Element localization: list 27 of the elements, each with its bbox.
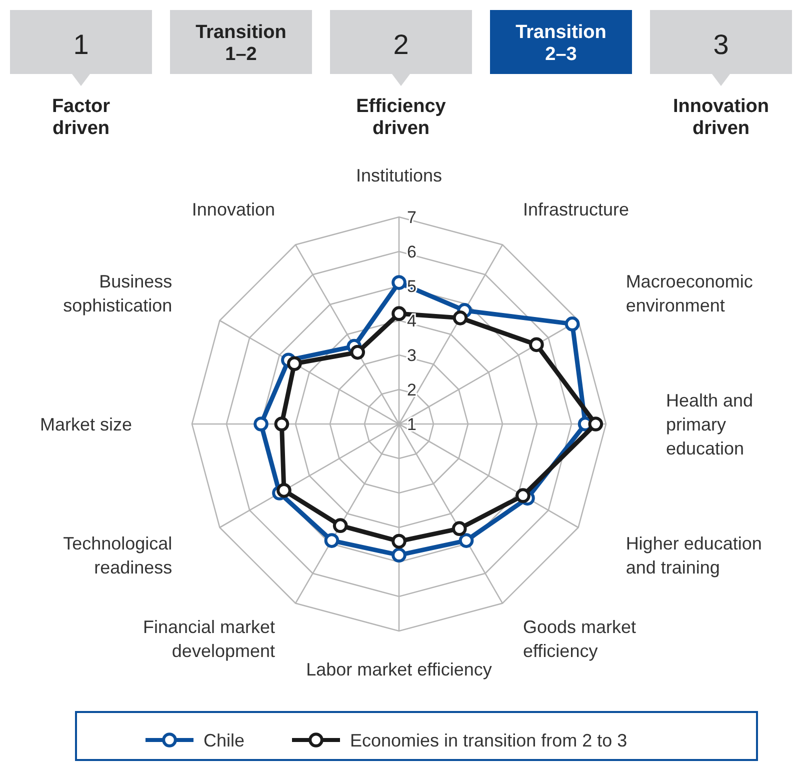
y-tick-label: 2: [407, 380, 416, 400]
spoke-label: Goods market efficiency: [523, 617, 636, 662]
spoke-label: Innovation: [192, 200, 275, 220]
text: Transition 2–3: [516, 22, 606, 65]
legend-label: Chile: [204, 730, 245, 750]
spoke-label: Infrastructure: [523, 200, 630, 220]
spoke-label: Business sophistication: [63, 271, 172, 316]
spoke-label: Health and primary education: [666, 390, 754, 458]
spoke-label: Technological readiness: [63, 533, 172, 578]
y-tick-label: 4: [407, 311, 416, 330]
text: Innovation driven: [672, 96, 770, 139]
y-tick-label: 1: [407, 414, 416, 434]
y-tick-label: 6: [407, 242, 416, 262]
text: 1: [73, 29, 89, 60]
spoke-label: Institutions: [356, 165, 442, 186]
spoke-label: Financial market development: [142, 617, 275, 662]
text: Transition 1–2: [196, 22, 286, 65]
spoke-label: Macroeconomic environment: [626, 271, 753, 316]
text: Factor driven: [52, 96, 111, 139]
text: Efficiency driven: [356, 96, 446, 139]
y-tick-label: 7: [407, 208, 416, 227]
y-tick-label: 3: [407, 346, 416, 365]
text: 3: [713, 29, 729, 60]
spoke-label: Market size: [40, 414, 132, 434]
spoke-label: Labor market efficiency: [306, 659, 492, 680]
legend-label: Economies in transition from 2 to 3: [350, 730, 628, 750]
spoke-label: Higher education and training: [626, 533, 762, 578]
